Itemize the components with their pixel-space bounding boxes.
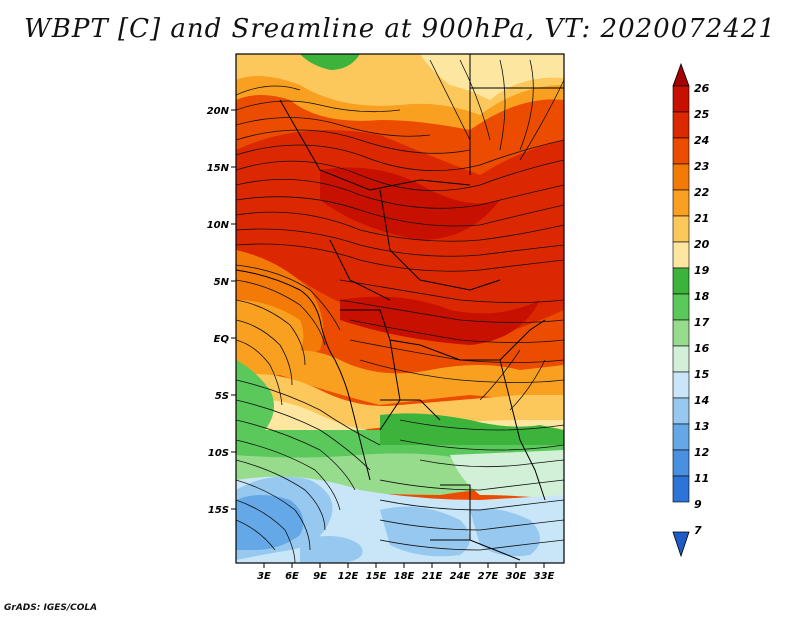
colorbar-top-arrow — [672, 62, 690, 87]
colorbar-label: 15 — [694, 368, 710, 381]
wbpt-shading — [236, 54, 564, 563]
colorbar-cell — [672, 163, 690, 191]
colorbar-label: 11 — [694, 472, 709, 485]
map-title: WBPT [C] and Sreamline at 900hPa, VT: 20… — [24, 14, 776, 44]
streamlines — [236, 59, 564, 563]
lon-tick-label: 15E — [366, 571, 387, 582]
colorbar-label: 12 — [694, 446, 710, 459]
colorbar-cell — [672, 267, 690, 295]
colorbar-cell — [672, 189, 690, 217]
lon-tick-label: 6E — [285, 571, 299, 582]
colorbar-label: 21 — [694, 212, 709, 225]
lon-tick-label: 30E — [506, 571, 527, 582]
colorbar-cell — [672, 111, 690, 139]
colorbar-cell — [672, 319, 690, 347]
colorbar-label: 9 — [694, 498, 702, 511]
colorbar-label: 14 — [694, 394, 709, 407]
colorbar-bottom-arrow — [672, 531, 690, 558]
lat-tick-label: 15N — [207, 163, 230, 174]
colorbar-label: 24 — [694, 134, 709, 147]
colorbar-cell — [672, 475, 690, 503]
map-frame — [235, 53, 565, 564]
colorbar-label: 23 — [694, 160, 710, 173]
colorbar-cell — [672, 449, 690, 477]
longitude-axis: 3E 6E 9E 12E 15E 18E 21E 24E 27E 30E 33E — [257, 563, 555, 582]
lon-tick-label: 27E — [478, 571, 499, 582]
lat-tick-label: 5N — [214, 277, 230, 288]
country-boundaries — [236, 54, 564, 561]
lon-tick-label: 12E — [338, 571, 359, 582]
colorbar-cell — [672, 85, 690, 113]
colorbar-label: 19 — [694, 264, 710, 277]
lat-tick-label: 10N — [207, 220, 230, 231]
lat-tick-label: 15S — [208, 505, 229, 516]
colorbar-label: 7 — [694, 524, 702, 537]
lon-tick-label: 3E — [257, 571, 271, 582]
colorbar-label: 17 — [694, 316, 710, 329]
lat-tick-label: 20N — [207, 106, 230, 117]
colorbar-cell — [672, 345, 690, 373]
credit-text: GrADS: IGES/COLA — [4, 603, 98, 613]
colorbar-cell — [672, 241, 690, 269]
colorbar-cell — [672, 215, 690, 243]
lon-tick-label: 9E — [313, 571, 327, 582]
lon-tick-label: 33E — [534, 571, 555, 582]
lon-tick-label: 18E — [394, 571, 415, 582]
colorbar-cell — [672, 137, 690, 165]
colorbar-cell — [672, 423, 690, 451]
colorbar-label: 20 — [694, 238, 710, 251]
lat-tick-label: EQ — [214, 334, 230, 345]
colorbar-cell — [672, 293, 690, 321]
colorbar: 26 25 24 23 22 21 20 19 18 17 16 15 14 1… — [672, 62, 710, 558]
lon-tick-label: 24E — [450, 571, 471, 582]
colorbar-label: 25 — [694, 108, 710, 121]
lat-tick-label: 10S — [208, 448, 229, 459]
colorbar-label: 22 — [694, 186, 710, 199]
colorbar-label: 16 — [694, 342, 710, 355]
colorbar-cell — [672, 397, 690, 425]
colorbar-label: 26 — [694, 82, 710, 95]
latitude-axis: 20N 15N 10N 5N EQ 5S 10S 15S — [207, 106, 236, 516]
lat-tick-label: 5S — [215, 391, 229, 402]
colorbar-label: 13 — [694, 420, 710, 433]
lon-tick-label: 21E — [422, 571, 443, 582]
colorbar-label: 18 — [694, 290, 710, 303]
colorbar-cell — [672, 371, 690, 399]
